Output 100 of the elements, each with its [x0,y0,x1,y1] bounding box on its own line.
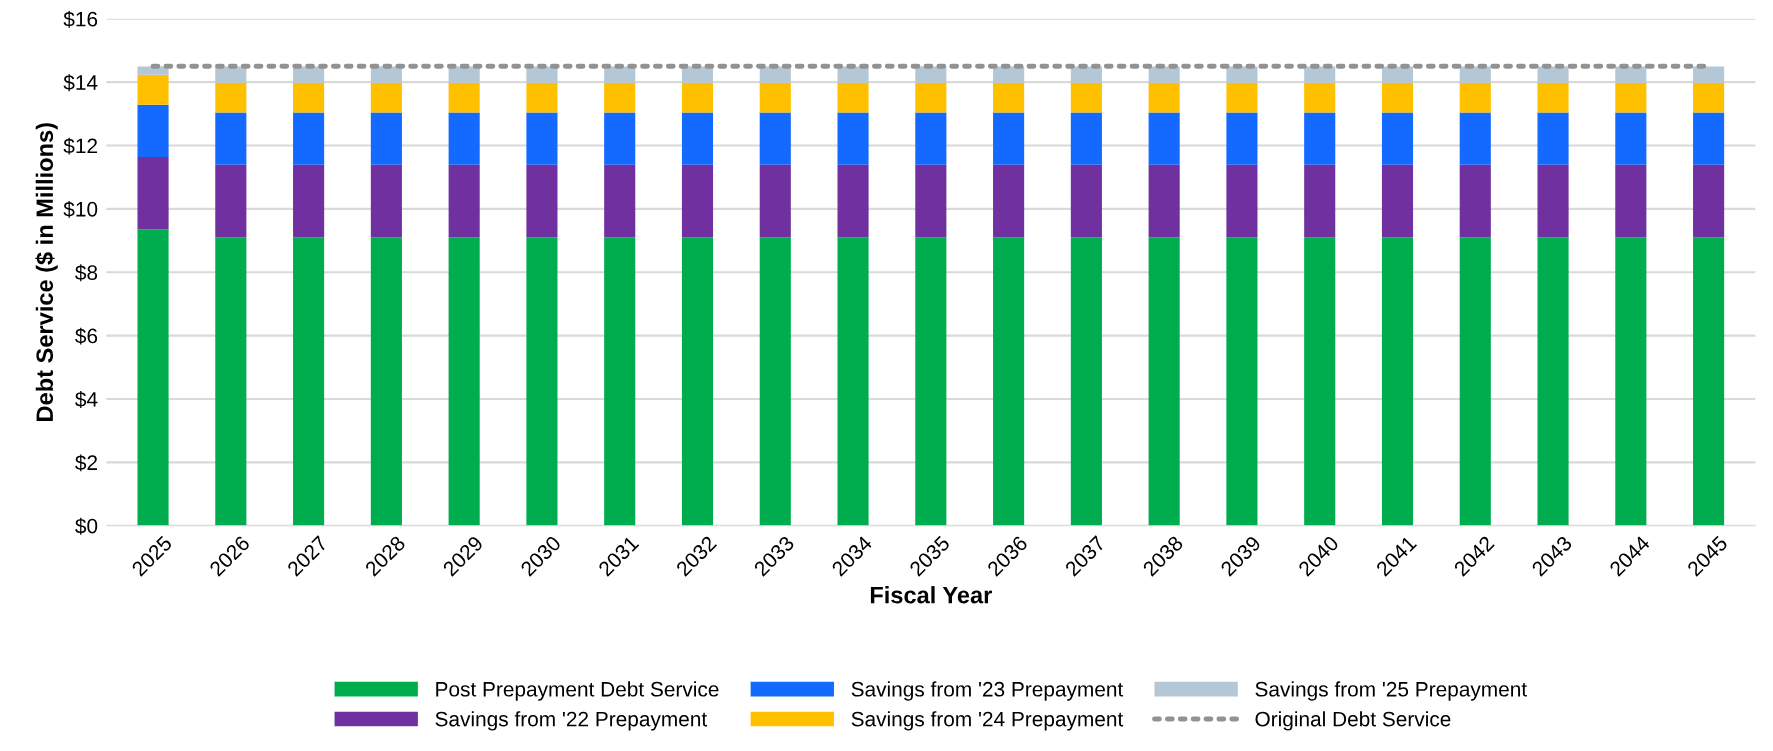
bar [915,237,947,526]
bar [1459,112,1491,165]
bar [604,112,636,165]
bar [604,237,636,526]
bar [1070,112,1102,165]
bar [1226,237,1258,526]
y-tick-label: $4 [75,391,98,408]
bar [215,82,247,113]
bar [1615,164,1647,238]
bar [370,237,402,526]
y-tick-label: $8 [75,264,98,282]
bar [293,112,325,165]
bar [1148,112,1180,165]
bar [1615,82,1647,113]
y-tick-label: $12 [63,137,97,155]
bar [604,82,636,113]
bar [1226,66,1258,83]
bar [526,112,558,165]
bar [1693,66,1725,83]
bar [1148,66,1180,83]
bar [1070,237,1102,526]
bar [993,237,1025,526]
bar [604,164,636,238]
bar [993,66,1025,83]
bar [1381,237,1414,526]
bar [1615,112,1647,165]
bar [1459,82,1491,113]
bar [993,164,1025,238]
legend-label: Post Prepayment Debt Service [436,681,719,701]
bar [1226,82,1258,113]
bar [1304,66,1336,83]
bar [215,237,247,526]
legend-label: Original Debt Service [1255,711,1451,731]
bar [1304,164,1336,238]
y-tick-label: $14 [63,74,98,92]
bar [1537,66,1569,83]
bar [1381,112,1414,165]
bar [759,82,791,113]
legend-label: Savings from '23 Prepayment [851,681,1124,701]
bar [1381,82,1414,113]
bar [448,112,480,165]
bar [1615,66,1647,83]
bar [526,164,558,238]
bar [1226,112,1258,165]
y-tick-label: $16 [63,10,98,28]
bar [293,82,325,113]
bar [137,229,169,526]
bar [1070,164,1102,238]
y-tick-label: $6 [75,327,98,345]
bar [681,112,714,165]
bar [370,112,402,165]
bar [1615,237,1647,526]
bar [759,112,791,165]
y-tick-label: $0 [75,517,98,535]
bar [526,237,558,526]
bar [293,164,325,238]
bar [215,66,247,83]
bar [1459,164,1491,238]
bar [1226,164,1258,238]
bar [370,164,402,238]
bar [759,237,791,526]
y-tick-label: $2 [75,454,97,472]
bar [837,164,869,238]
bar [448,82,480,113]
bar [526,82,558,113]
bar [681,82,714,113]
bar [993,112,1025,165]
bar [137,74,169,105]
x-axis-title: Fiscal Year [870,586,992,604]
bar [759,164,791,238]
bar [915,112,947,165]
bar [1381,164,1414,238]
bar [1537,164,1569,238]
bar [681,237,714,526]
bar [1304,237,1336,526]
bar [1148,237,1180,526]
bar [1537,237,1569,526]
bar [448,164,480,238]
bar [837,82,869,113]
bar [293,237,325,526]
y-tick-label: $10 [63,201,98,218]
bar [448,237,480,526]
bar [1381,66,1414,83]
bar [215,164,247,238]
bar [370,82,402,113]
legend-label: Savings from '24 Prepayment [851,711,1124,731]
bar [137,156,169,230]
bar [1070,66,1102,83]
bar [1148,82,1180,113]
bar [915,82,947,113]
bar [1693,82,1725,113]
bar [993,82,1025,113]
bar [215,112,247,165]
bar [1537,112,1569,165]
bar [837,112,869,165]
bar [137,104,169,157]
bar [1148,164,1180,238]
bar [1070,82,1102,113]
bar [1537,82,1569,113]
bar [1304,112,1336,165]
